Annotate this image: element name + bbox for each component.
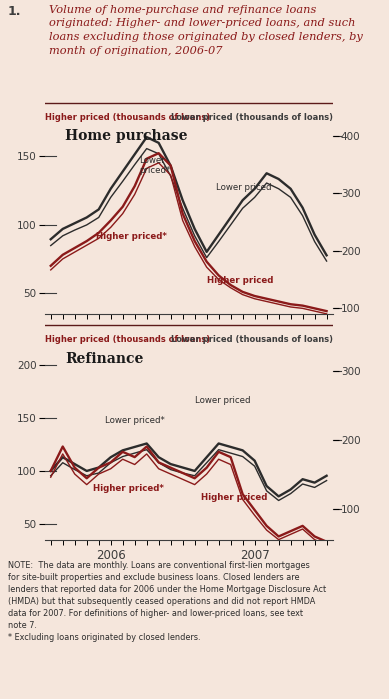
Text: Higher priced: Higher priced (201, 493, 267, 502)
Text: Refinance: Refinance (65, 352, 143, 366)
Text: Higher priced: Higher priced (207, 276, 273, 285)
Text: Lower priced: Lower priced (216, 183, 272, 192)
Text: Lower priced*: Lower priced* (105, 416, 165, 424)
Text: Lower priced (thousands of loans): Lower priced (thousands of loans) (171, 113, 333, 122)
Text: Higher priced (thousands of loans): Higher priced (thousands of loans) (45, 336, 210, 344)
Text: NOTE:  The data are monthly. Loans are conventional first-lien mortgages
for sit: NOTE: The data are monthly. Loans are co… (8, 561, 326, 642)
Text: Lower priced (thousands of loans): Lower priced (thousands of loans) (171, 336, 333, 344)
Text: 1.: 1. (8, 5, 21, 18)
Text: 2006: 2006 (96, 549, 126, 563)
Text: Higher priced*: Higher priced* (93, 484, 164, 493)
Text: 2007: 2007 (240, 549, 270, 563)
Text: Lower priced: Lower priced (194, 396, 250, 405)
Text: Higher priced (thousands of loans): Higher priced (thousands of loans) (45, 113, 210, 122)
Text: Home purchase: Home purchase (65, 129, 187, 143)
Text: Volume of home-purchase and refinance loans
originated: Higher- and lower-priced: Volume of home-purchase and refinance lo… (49, 5, 363, 56)
Text: Lower
priced*: Lower priced* (140, 156, 171, 175)
Text: Higher priced*: Higher priced* (96, 233, 167, 241)
